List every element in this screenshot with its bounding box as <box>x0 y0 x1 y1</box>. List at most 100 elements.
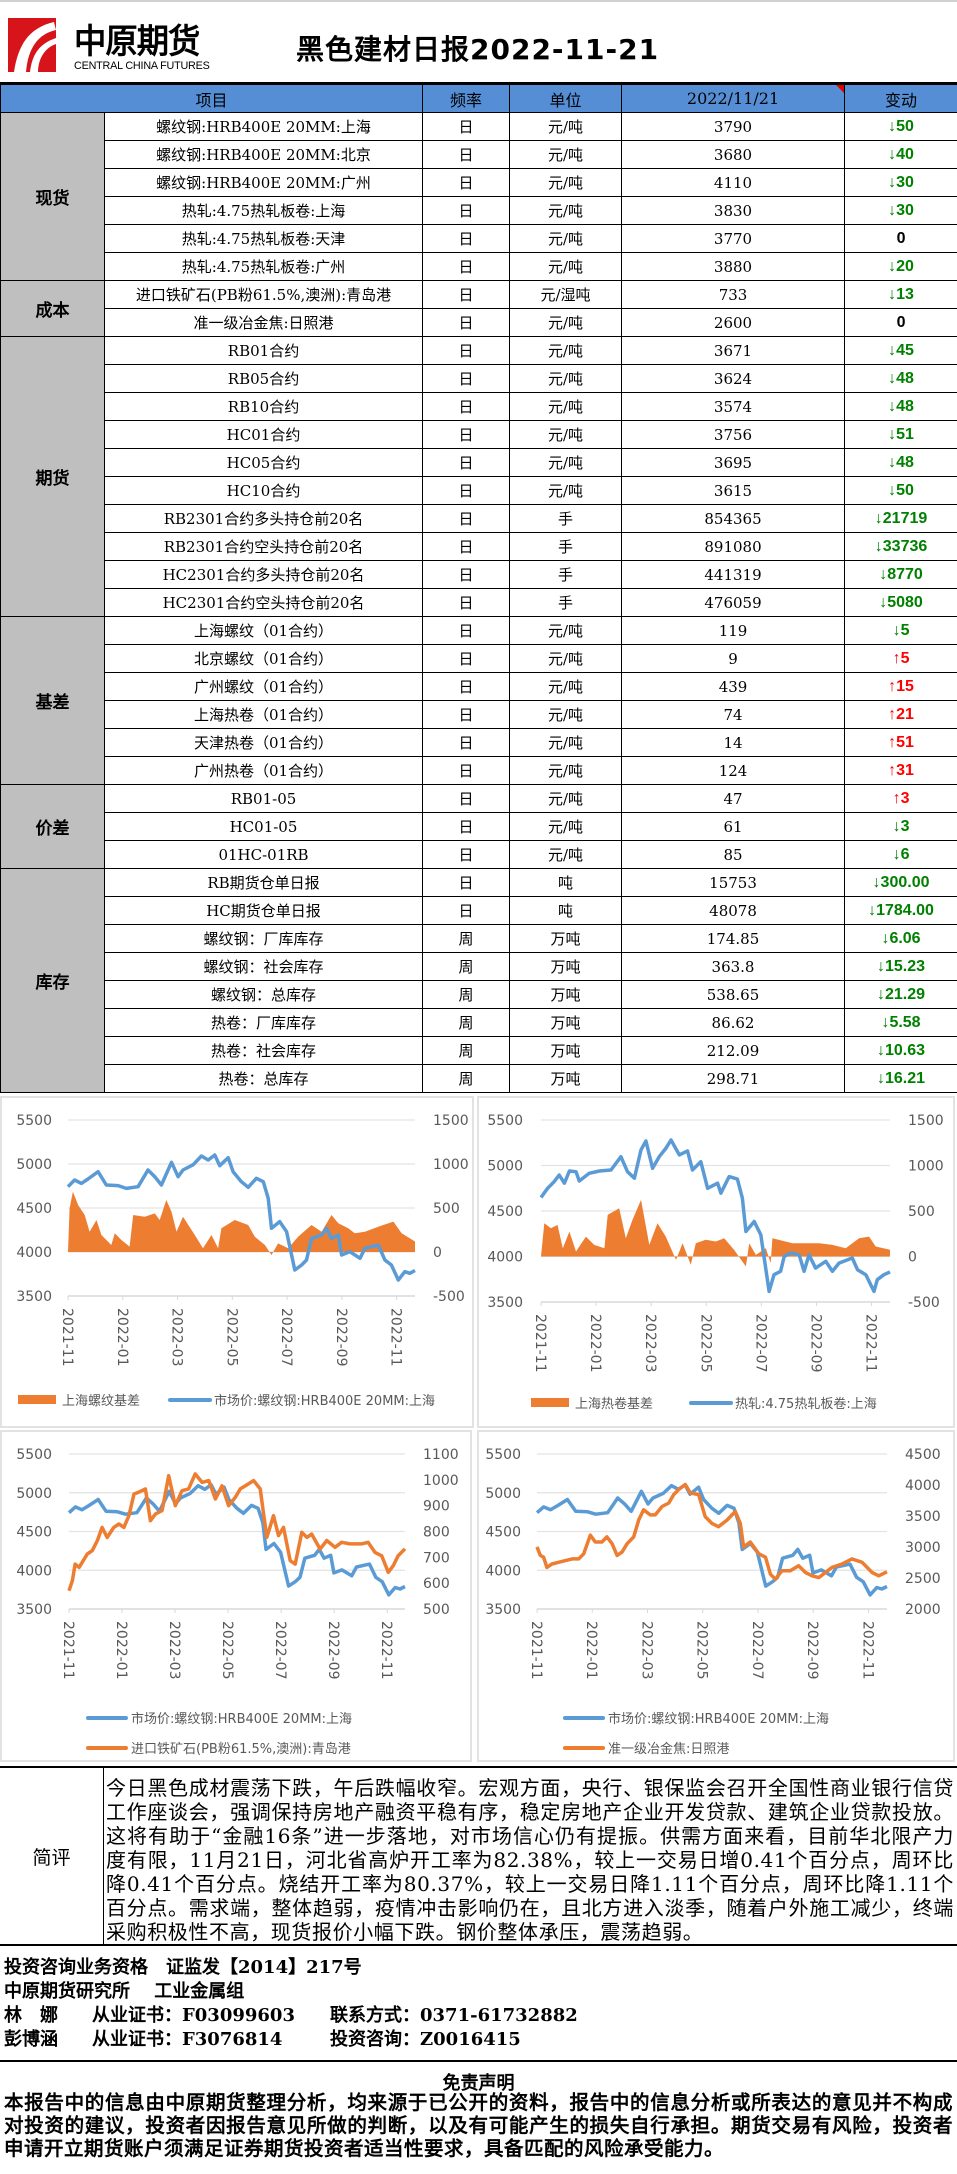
frequency-cell: 日 <box>422 504 511 533</box>
x-tick-label: 2022-07 <box>272 1621 288 1680</box>
y-left-tick-label: 3500 <box>487 1295 523 1311</box>
unit-cell: 万吨 <box>509 924 623 953</box>
unit-cell: 元/吨 <box>509 252 623 281</box>
arrow-down-icon: ↓ <box>892 845 901 863</box>
value-cell: 476059 <box>621 588 846 617</box>
frequency-cell: 日 <box>422 420 511 449</box>
frequency-cell: 日 <box>422 840 511 869</box>
value-cell: 3574 <box>621 392 846 421</box>
x-tick-label: 2022-09 <box>325 1621 341 1680</box>
y-right-tick-label: 500 <box>423 1602 450 1618</box>
change-value: 1784.00 <box>876 901 934 919</box>
change-value: 3 <box>900 817 910 835</box>
analyst-row: 彭博涵 从业证书：F3076814 投资咨询：Z0016415 <box>4 2028 954 2052</box>
category-cell: 库存 <box>0 868 105 1093</box>
change-cell: ↓5080 <box>844 588 957 617</box>
y-right-tick-label: -500 <box>433 1289 465 1305</box>
legend-label: 上海螺纹基差 <box>62 1394 140 1409</box>
item-cell: HC2301合约空头持仓前20名 <box>103 588 424 617</box>
frequency-cell: 日 <box>422 560 511 589</box>
unit-cell: 元/吨 <box>509 840 623 869</box>
y-right-tick-label: 2000 <box>905 1602 941 1618</box>
item-cell: 进口铁矿石(PB粉61.5%,澳洲):青岛港 <box>103 280 424 309</box>
y-left-tick-label: 5500 <box>16 1113 52 1129</box>
frequency-cell: 日 <box>422 140 511 169</box>
change-value: 300.00 <box>880 873 930 891</box>
x-tick-label: 2022-07 <box>752 1314 768 1373</box>
x-tick-label: 2021-11 <box>528 1621 544 1680</box>
item-cell: RB01合约 <box>103 336 424 365</box>
y-left-tick-label: 5500 <box>487 1113 523 1129</box>
disclaimer-text: 本报告中的信息由中原期货整理分析，均来源于已公开的资料，报告中的信息分析或所表达… <box>4 2091 953 2160</box>
arrow-down-icon: ↓ <box>888 117 897 135</box>
change-cell: ↓6 <box>844 840 957 869</box>
change-cell: ↓15.23 <box>844 952 957 981</box>
frequency-cell: 日 <box>422 868 511 897</box>
legend-label: 热轧:4.75热轧板卷:上海 <box>735 1396 877 1412</box>
org-line: 中原期货研究所 工业金属组 <box>4 1981 245 2002</box>
analyst-name: 林 娜 <box>4 2005 58 2026</box>
y-right-tick-label: 3500 <box>905 1509 941 1525</box>
value-cell: 854365 <box>621 504 846 533</box>
legend-label: 市场价:螺纹钢:HRB400E 20MM:上海 <box>608 1711 829 1727</box>
frequency-cell: 日 <box>422 616 511 645</box>
legend-label: 准一级冶金焦:日照港 <box>608 1741 729 1757</box>
arrow-down-icon: ↓ <box>888 369 897 387</box>
table-row: 基差 上海螺纹（01合约）日元/吨 119 ↓5 <box>0 616 957 785</box>
value-cell: 15753 <box>621 868 846 897</box>
arrow-down-icon: ↓ <box>876 985 885 1003</box>
frequency-cell: 周 <box>422 1008 511 1037</box>
analyst-name: 彭博涵 <box>4 2029 58 2050</box>
table-row: 北京螺纹（01合约）日元/吨 9 ↑5 <box>1 644 957 673</box>
arrow-down-icon: ↓ <box>888 173 897 191</box>
value-cell: 439 <box>621 672 846 701</box>
table-row: 螺纹钢:HRB400E 20MM:北京日元/吨 3680 ↓40 <box>1 140 957 169</box>
arrow-down-icon: ↓ <box>888 453 897 471</box>
change-cell: ↓51 <box>844 420 957 449</box>
item-cell: 上海螺纹（01合约） <box>103 616 424 645</box>
value-cell: 3624 <box>621 364 846 393</box>
x-tick-label: 2022-05 <box>223 1308 239 1367</box>
y-right-tick-label: 1000 <box>908 1159 944 1175</box>
x-tick-label: 2022-03 <box>638 1621 654 1680</box>
table-row: HC期货仓单日报日吨 48078 ↓1784.00 <box>1 896 957 925</box>
chart-rebar-vs-ore: 3500 4000 4500 5000 5500 500 600 700 800 900 1000 1… <box>0 1430 472 1762</box>
category-cell: 基差 <box>0 616 105 785</box>
x-tick-label: 2021-11 <box>60 1621 76 1680</box>
logo-mark-icon <box>8 18 56 72</box>
column-header-change: 变动 <box>844 84 957 113</box>
y-right-tick-label: 2500 <box>905 1571 941 1587</box>
table-row: 准一级冶金焦:日照港日元/吨 2600 0 <box>1 308 957 337</box>
arrow-up-icon: ↑ <box>888 761 897 779</box>
table-row: HC2301合约空头持仓前20名日手 476059 ↓5080 <box>1 588 957 617</box>
change-value: 21.29 <box>884 985 926 1003</box>
change-value: 13 <box>896 285 914 303</box>
frequency-cell: 周 <box>422 924 511 953</box>
unit-cell: 手 <box>509 588 623 617</box>
x-tick-label: 2022-05 <box>697 1314 713 1373</box>
change-cell: ↓3 <box>844 812 957 841</box>
x-tick-label: 2022-07 <box>749 1621 765 1680</box>
unit-cell: 元/湿吨 <box>509 280 623 309</box>
y-right-tick-label: 500 <box>908 1204 935 1220</box>
arrow-down-icon: ↓ <box>872 873 881 891</box>
change-cell: 0 <box>844 224 957 253</box>
y-left-tick-label: 4000 <box>16 1563 52 1579</box>
comment-section: 简评 今日黑色成材震荡下跌，午后跌幅收窄。宏观方面，央行、银保监会召开全国性商业… <box>0 1766 957 1946</box>
table-row: 热卷：总库存周万吨 298.71 ↓16.21 <box>1 1064 957 1093</box>
unit-cell: 元/吨 <box>509 812 623 841</box>
change-value: 5 <box>900 621 910 639</box>
y-right-tick-label: 1500 <box>908 1113 944 1129</box>
unit-cell: 万吨 <box>509 1008 623 1037</box>
unit-cell: 元/吨 <box>509 308 623 337</box>
x-tick-label: 2022-05 <box>219 1621 235 1680</box>
frequency-cell: 周 <box>422 1036 511 1065</box>
change-cell: ↓6.06 <box>844 924 957 953</box>
y-left-tick-label: 5000 <box>485 1486 521 1502</box>
unit-cell: 元/吨 <box>509 476 623 505</box>
page-title: 黑色建材日报2022-11-21 <box>296 33 660 66</box>
chart-svg: 3500 4000 4500 5000 5500 -500 0 500 1000 1500 2021… <box>16 1113 468 1409</box>
column-header-frequency: 频率 <box>422 84 511 113</box>
frequency-cell: 周 <box>422 952 511 981</box>
value-cell: 212.09 <box>621 1036 846 1065</box>
